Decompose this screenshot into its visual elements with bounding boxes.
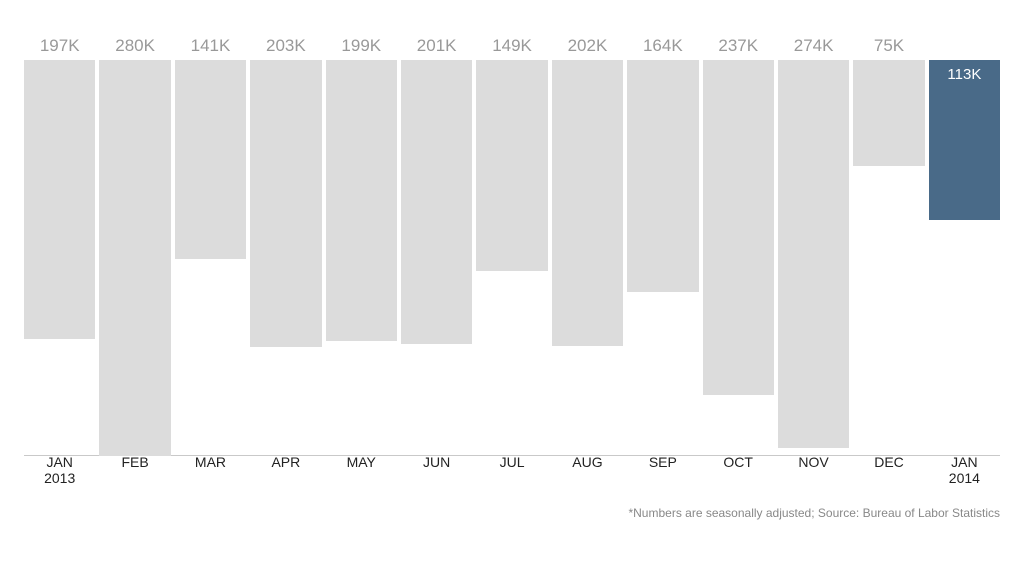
bar-value-label: 237K (703, 36, 774, 56)
bar-highlight: 113K (929, 60, 1000, 220)
bar-group: 113K (929, 60, 1000, 456)
x-axis-label: AUG (552, 448, 623, 486)
bar: 202K (552, 60, 623, 346)
bar-group: 164K (627, 60, 698, 456)
bar-group: 274K (778, 60, 849, 456)
bar-value-label: 113K (929, 66, 1000, 83)
x-axis-month: JAN (24, 454, 95, 470)
bar-chart: 197K280K141K203K199K201K149K202K164K237K… (24, 60, 1000, 456)
x-axis-month: SEP (627, 454, 698, 470)
bar: 280K (99, 60, 170, 456)
x-axis-month: AUG (552, 454, 623, 470)
bar-group: 280K (99, 60, 170, 456)
x-axis-label: APR (250, 448, 321, 486)
bar: 197K (24, 60, 95, 339)
x-axis-label: JUL (476, 448, 547, 486)
x-axis-label: FEB (99, 448, 170, 486)
x-axis-label: JAN2013 (24, 448, 95, 486)
x-axis-month: MAY (326, 454, 397, 470)
bar-value-label: 203K (250, 36, 321, 56)
bar-group: 197K (24, 60, 95, 456)
x-axis-label: JUN (401, 448, 472, 486)
bar: 141K (175, 60, 246, 259)
bar: 203K (250, 60, 321, 347)
x-axis-label: MAR (175, 448, 246, 486)
bar: 201K (401, 60, 472, 344)
x-axis-year: 2014 (929, 470, 1000, 486)
x-axis-label: SEP (627, 448, 698, 486)
x-axis-month: FEB (99, 454, 170, 470)
x-axis-labels: JAN2013FEBMARAPRMAYJUNJULAUGSEPOCTNOVDEC… (24, 448, 1000, 486)
bar-value-label: 201K (401, 36, 472, 56)
bar: 274K (778, 60, 849, 448)
x-axis-label: JAN2014 (929, 448, 1000, 486)
x-axis-month: NOV (778, 454, 849, 470)
bar-value-label: 164K (627, 36, 698, 56)
bar: 75K (853, 60, 924, 166)
bar-value-label: 199K (326, 36, 397, 56)
bar-value-label: 202K (552, 36, 623, 56)
bar-group: 75K (853, 60, 924, 456)
bar-group: 149K (476, 60, 547, 456)
bar-group: 141K (175, 60, 246, 456)
bar-value-label: 197K (24, 36, 95, 56)
bar: 164K (627, 60, 698, 292)
bar: 149K (476, 60, 547, 271)
bar-group: 201K (401, 60, 472, 456)
x-axis-month: DEC (853, 454, 924, 470)
x-axis-year: 2013 (24, 470, 95, 486)
bar-value-label: 280K (99, 36, 170, 56)
bar-value-label: 75K (853, 36, 924, 56)
bar-group: 202K (552, 60, 623, 456)
bar-value-label: 149K (476, 36, 547, 56)
x-axis-label: MAY (326, 448, 397, 486)
bar: 237K (703, 60, 774, 395)
x-axis-label: DEC (853, 448, 924, 486)
x-axis-month: JAN (929, 454, 1000, 470)
bar-group: 237K (703, 60, 774, 456)
bar-value-label: 274K (778, 36, 849, 56)
x-axis-label: OCT (703, 448, 774, 486)
x-axis-month: OCT (703, 454, 774, 470)
bar-value-label: 141K (175, 36, 246, 56)
x-axis-month: JUN (401, 454, 472, 470)
x-axis-month: MAR (175, 454, 246, 470)
chart-footnote: *Numbers are seasonally adjusted; Source… (628, 506, 1000, 520)
bar-group: 199K (326, 60, 397, 456)
x-axis-month: APR (250, 454, 321, 470)
x-axis-label: NOV (778, 448, 849, 486)
bar-group: 203K (250, 60, 321, 456)
bar: 199K (326, 60, 397, 341)
x-axis-month: JUL (476, 454, 547, 470)
